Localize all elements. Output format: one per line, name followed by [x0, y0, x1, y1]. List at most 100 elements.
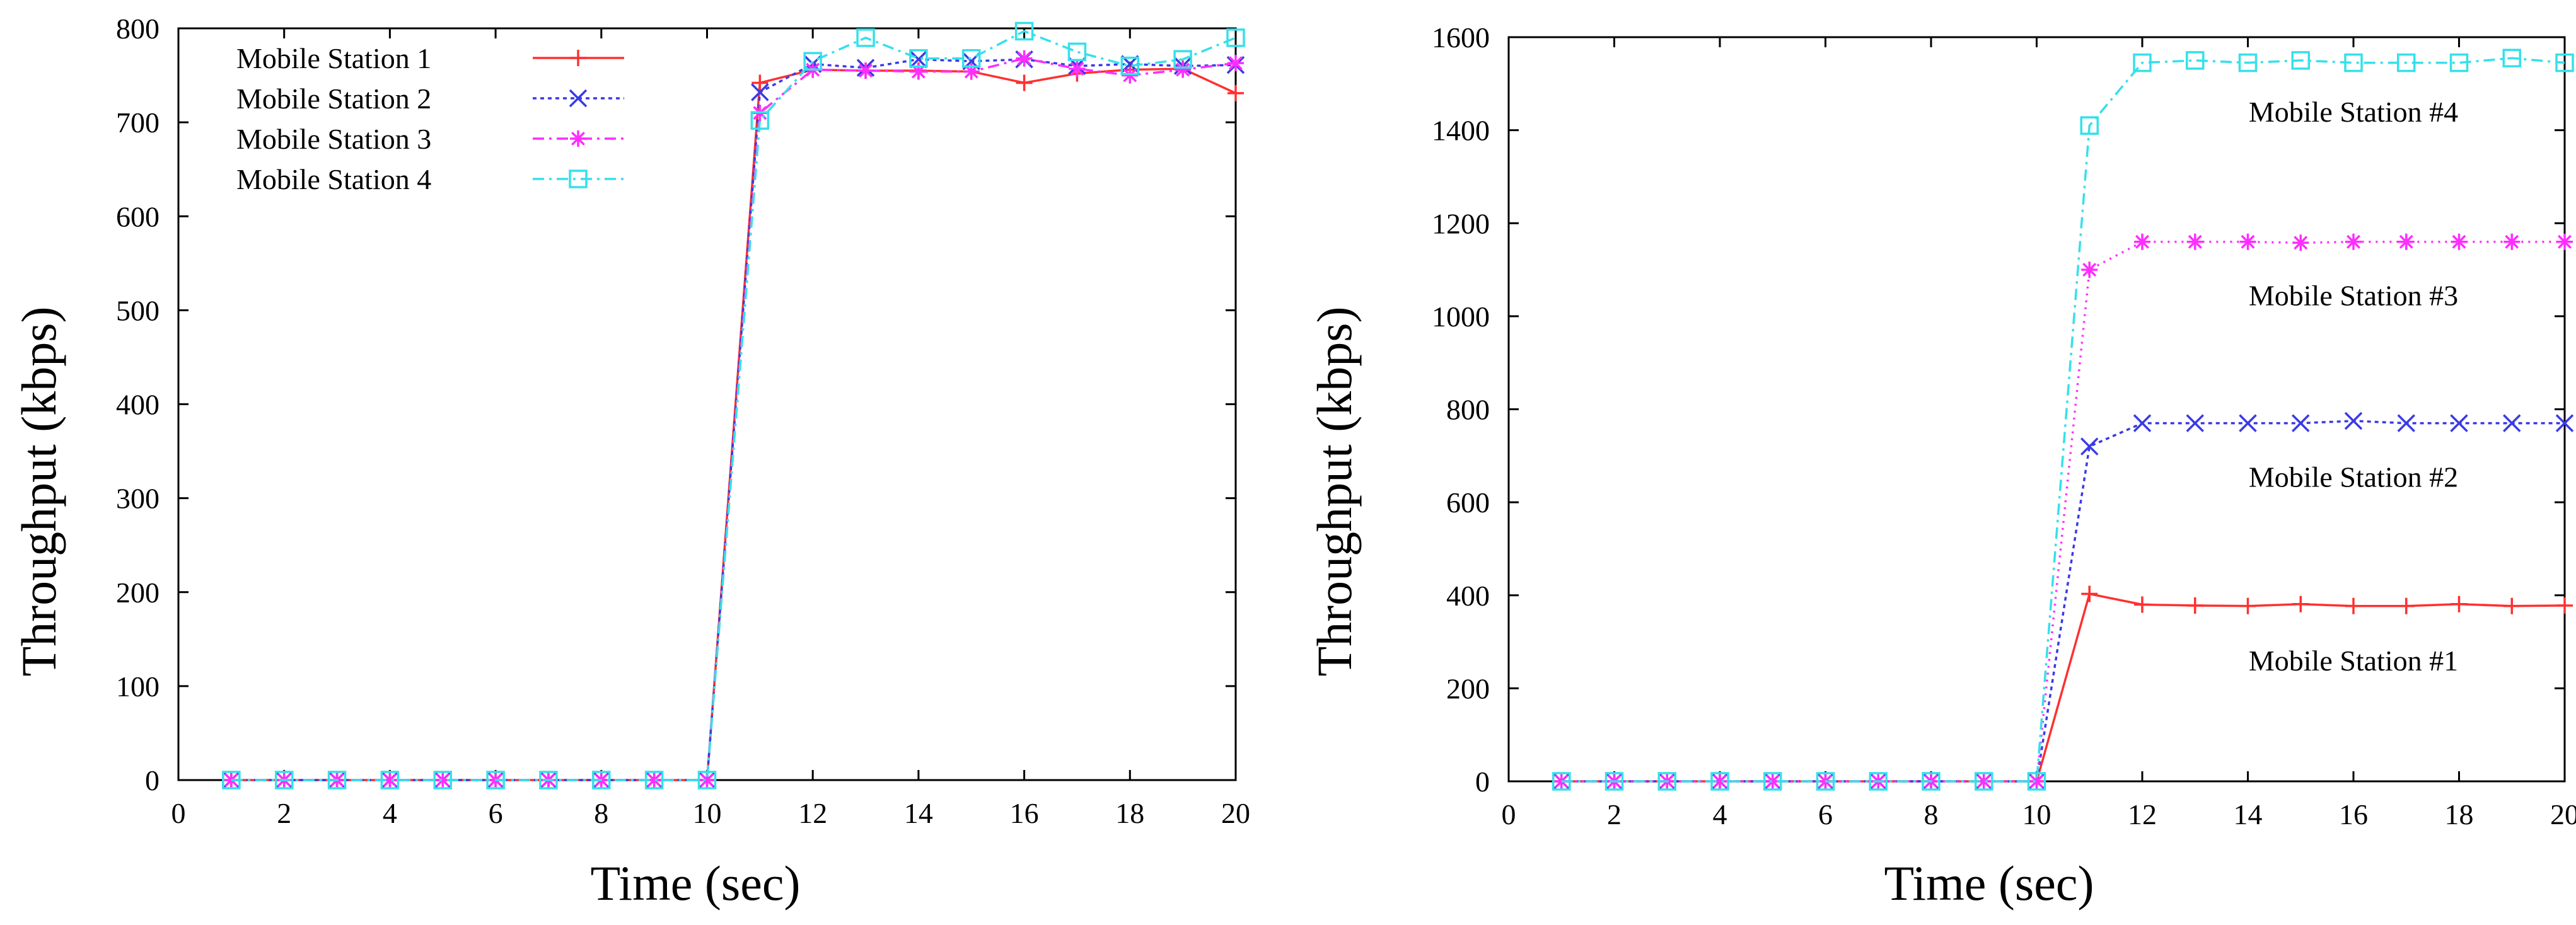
right-series-2-point [2397, 414, 2415, 432]
right-series-3-point [2503, 233, 2521, 250]
right-series-3: Mobile Station #3 [1553, 233, 2573, 790]
left-x-tick-label: 18 [1115, 797, 1144, 829]
left-y-tick-label: 800 [116, 13, 160, 45]
right-series-4-point [1763, 772, 1782, 791]
right-series-4-point [2133, 53, 2152, 72]
right-series-2-point [2555, 414, 2574, 432]
left-series-3-point [434, 772, 451, 788]
right-series-4-label: Mobile Station #4 [2249, 96, 2458, 128]
left-series-3-point [1175, 61, 1192, 78]
left-y-ticks: 0 100 200 300 400 500 600 700 800 [116, 13, 1236, 796]
left-series-1-point [1016, 74, 1033, 91]
left-series-4-point [644, 771, 664, 790]
left-y-tick-label: 100 [116, 670, 160, 703]
right-series-1-line [1561, 592, 2565, 783]
right-series-3-line [1561, 241, 2565, 783]
left-y-tick-label: 700 [116, 106, 160, 139]
right-x-tick-label: 20 [2550, 798, 2576, 830]
left-series-2-point [751, 83, 769, 101]
right-x-tick-label: 18 [2445, 798, 2474, 830]
right-series-3-point [2134, 233, 2150, 250]
left-y-tick-label: 500 [116, 294, 160, 326]
right-series-2-point [2133, 414, 2152, 432]
right-series-4-point [2397, 53, 2416, 72]
right-x-tick-label: 2 [1607, 798, 1622, 830]
left-series-3-line [231, 57, 1236, 781]
right-x-tick-label: 16 [2339, 798, 2368, 830]
left-series-4-point [856, 28, 875, 47]
right-series-1: Mobile Station #1 [1553, 585, 2573, 790]
right-series-4-point [1552, 772, 1571, 791]
left-x-tick-label: 4 [383, 797, 397, 829]
left-legend: Mobile Station 1 Mobile Station 2 Mobile S… [236, 42, 624, 195]
right-series-4-point [2449, 53, 2469, 72]
right-series-4-point [2502, 49, 2521, 67]
left-series-4-point [750, 111, 770, 130]
left-x-tick-label: 0 [171, 797, 186, 829]
right-series-4-point [2291, 51, 2310, 70]
right-series-3-point [1553, 773, 1570, 790]
right-series-1-point [2503, 597, 2521, 614]
left-legend-entry-marker [569, 169, 588, 188]
right-series-4-point [2027, 772, 2046, 791]
left-x-tick-label: 16 [1010, 797, 1039, 829]
left-series-4-point [327, 771, 347, 790]
right-series-3-point [2398, 233, 2415, 250]
right-series-3-point [2292, 234, 2309, 251]
left-series-4-point [1173, 50, 1192, 69]
right-series-4: Mobile Station #4 [1552, 49, 2574, 791]
right-y-tick-label: 0 [1475, 766, 1490, 798]
left-x-tick-label: 2 [277, 797, 291, 829]
right-x-tick-label: 0 [1502, 798, 1516, 830]
right-series-4-point [1710, 772, 1729, 791]
left-y-tick-label: 200 [116, 577, 160, 609]
left-legend-entry-label: Mobile Station 2 [236, 83, 431, 115]
right-series-4-point [2344, 53, 2363, 72]
right-x-tick-label: 12 [2128, 798, 2157, 830]
left-series-3-point [381, 772, 398, 788]
left-series-4 [222, 21, 1245, 790]
left-series-4-point [539, 771, 558, 790]
left-legend-entry-marker [569, 89, 588, 108]
right-series-3-point [1975, 773, 1992, 790]
left-y-tick-label: 0 [145, 764, 160, 796]
left-series-4-point [697, 771, 717, 790]
left-x-tick-label: 6 [489, 797, 503, 829]
right-series-2: Mobile Station #2 [1552, 411, 2574, 791]
left-series-4-point [1014, 21, 1034, 41]
left-series-3-point [963, 63, 980, 80]
left-y-tick-label: 300 [116, 483, 160, 515]
right-series-1-point [2292, 595, 2309, 612]
right-y-tick-label: 1400 [1432, 115, 1490, 147]
right-x-ticks: 0 2 4 6 8 10 12 14 16 18 20 [1502, 37, 2576, 830]
right-series-1-point [2186, 597, 2203, 614]
right-y-tick-label: 800 [1446, 394, 1490, 426]
left-series-4-point [486, 771, 505, 790]
right-series-1-point [2081, 585, 2098, 602]
left-series-3-point [223, 772, 240, 788]
left-legend-entry-marker [570, 50, 586, 66]
right-series-4-point [2555, 53, 2574, 72]
left-series-4-point [222, 771, 241, 790]
right-series-3-point [2239, 233, 2256, 250]
right-series-2-point [2239, 414, 2257, 432]
left-series-4-point [274, 771, 294, 790]
left-series-3-point [857, 62, 874, 79]
right-series-3-point [1764, 773, 1781, 790]
right-series-3-point [1712, 773, 1728, 790]
left-series-3-point [646, 772, 663, 788]
right-series-3-point [2081, 261, 2098, 279]
left-series-4-point [380, 771, 400, 790]
right-series-4-point [1657, 772, 1676, 791]
left-x-tick-label: 14 [904, 797, 933, 829]
right-series-2-point [2503, 414, 2521, 432]
right-series-1-label: Mobile Station #1 [2249, 645, 2458, 677]
left-series-4-point [1226, 28, 1245, 47]
left-series-3-point [1227, 55, 1244, 72]
right-y-tick-label: 400 [1446, 580, 1490, 612]
left-series-3-point [910, 63, 927, 80]
right-y-tick-label: 600 [1446, 486, 1490, 519]
left-series-1-point [751, 74, 769, 91]
left-series-3-point [1122, 67, 1139, 84]
right-x-axis-title: Time (sec) [1884, 856, 2094, 911]
